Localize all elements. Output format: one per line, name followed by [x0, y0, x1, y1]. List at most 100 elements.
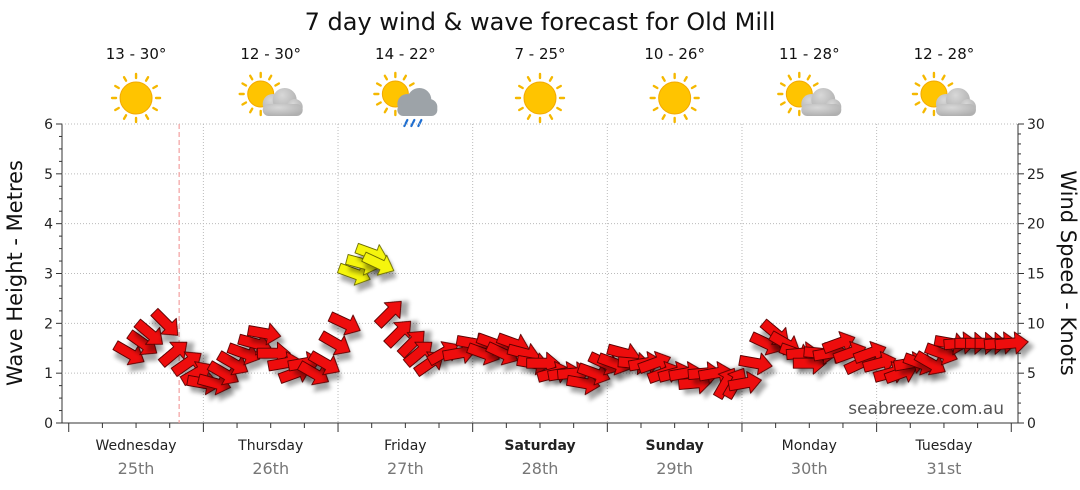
right-tick-label: 20: [1027, 217, 1045, 233]
right-tick-label: 15: [1027, 267, 1045, 283]
left-tick-label: 2: [44, 316, 53, 332]
wind-arrow: [296, 360, 329, 386]
temperature-range: 13 - 30°: [106, 45, 167, 63]
sun-ray: [526, 76, 532, 82]
sun-ray: [274, 82, 281, 87]
wind-arrow: [373, 300, 402, 329]
wind-arrow: [396, 330, 425, 359]
sun-disc: [658, 81, 692, 115]
wind-arrow: [566, 372, 601, 396]
day-label: Wednesday: [96, 438, 177, 454]
cloud-base: [801, 104, 842, 116]
temperature-range: 7 - 25°: [514, 45, 565, 63]
right-tick-label: 0: [1027, 416, 1036, 432]
date-label: 28th: [522, 459, 559, 478]
sun-ray: [683, 114, 688, 120]
wind-arrow: [383, 320, 412, 349]
sun-ray: [787, 74, 792, 81]
sun-ray: [548, 114, 554, 120]
temperature-range: 11 - 28°: [779, 45, 840, 63]
sun-ray: [518, 84, 524, 90]
sun-disc: [119, 81, 153, 115]
sun-ray: [787, 107, 792, 114]
wind-arrow: [216, 350, 249, 376]
partly-cloudy-icon: [911, 71, 976, 117]
sun-ray: [806, 74, 811, 81]
sunny-icon: [649, 72, 700, 124]
sun-ray: [661, 114, 666, 120]
day-label: Tuesday: [914, 438, 972, 454]
right-tick-label: 25: [1027, 167, 1045, 183]
date-label: 30th: [791, 459, 828, 478]
sun-ray: [779, 82, 786, 87]
sun-ray: [683, 76, 688, 82]
wind-arrow: [862, 351, 897, 374]
sun-ray: [249, 74, 254, 81]
wind-arrow: [157, 341, 188, 368]
day-label: Thursday: [237, 438, 303, 454]
wind-arrow: [226, 342, 261, 366]
day-label: Friday: [384, 438, 426, 454]
cloud-shape: [262, 88, 303, 116]
sun-ray: [947, 82, 954, 87]
date-label: 27th: [387, 459, 424, 478]
cloud-base: [935, 104, 976, 116]
sun-ray: [122, 76, 128, 82]
sun-ray: [114, 106, 120, 112]
sun-ray: [779, 101, 786, 106]
temperature-range: 12 - 30°: [240, 45, 301, 63]
wind-arrow: [913, 350, 946, 376]
sun-ray: [408, 82, 415, 87]
sun-ray: [652, 84, 659, 90]
sun-ray: [268, 74, 273, 81]
left-axis-title: Wave Height - Metres: [3, 160, 27, 386]
left-tick-label: 5: [44, 167, 53, 183]
sun-ray: [661, 76, 666, 82]
wind-arrow: [133, 318, 163, 345]
sun-ray: [241, 101, 248, 106]
right-tick-label: 10: [1027, 316, 1045, 332]
sun-ray: [122, 114, 128, 120]
sun-ray: [152, 106, 159, 112]
sun-ray: [402, 74, 408, 81]
sunny-icon: [110, 72, 162, 124]
wind-arrow: [170, 351, 202, 377]
sun-ray: [144, 76, 150, 82]
cloud-shape: [801, 88, 842, 116]
left-tick-label: 3: [44, 267, 53, 283]
temperature-range: 14 - 22°: [375, 45, 436, 63]
wind-arrow: [727, 371, 762, 394]
day-label: Sunday: [646, 438, 704, 454]
wind-arrow: [206, 360, 239, 386]
sun-ray: [383, 107, 389, 114]
sun-ray: [941, 74, 946, 81]
wind-arrow: [246, 322, 282, 346]
date-label: 25th: [118, 459, 155, 478]
sun-ray: [922, 74, 927, 81]
sun-ray: [249, 107, 254, 114]
cloud-base: [262, 104, 303, 116]
sun-ray: [383, 74, 389, 81]
rain-drop: [410, 118, 416, 128]
sun-ray: [375, 101, 382, 106]
right-axis-title: Wind Speed - Knots: [1056, 170, 1080, 375]
right-tick-label: 30: [1027, 117, 1045, 133]
sun-ray: [548, 76, 554, 82]
sun-ray: [922, 107, 927, 114]
wind-arrow: [402, 341, 433, 368]
sun-ray: [914, 82, 921, 87]
left-tick-label: 0: [44, 416, 53, 432]
date-label: 26th: [252, 459, 289, 478]
sun-ray: [652, 106, 659, 112]
wind-arrow: [327, 311, 361, 336]
sun-ray: [144, 114, 150, 120]
wind-arrow: [994, 331, 1029, 355]
sun-disc: [523, 81, 557, 115]
rain-drop: [417, 118, 423, 128]
wind-arrow: [150, 308, 179, 336]
partly-cloudy-icon: [238, 71, 303, 117]
date-label: 31st: [926, 459, 961, 478]
sunny-icon: [514, 72, 566, 124]
rain-cloud-icon: [373, 71, 438, 128]
